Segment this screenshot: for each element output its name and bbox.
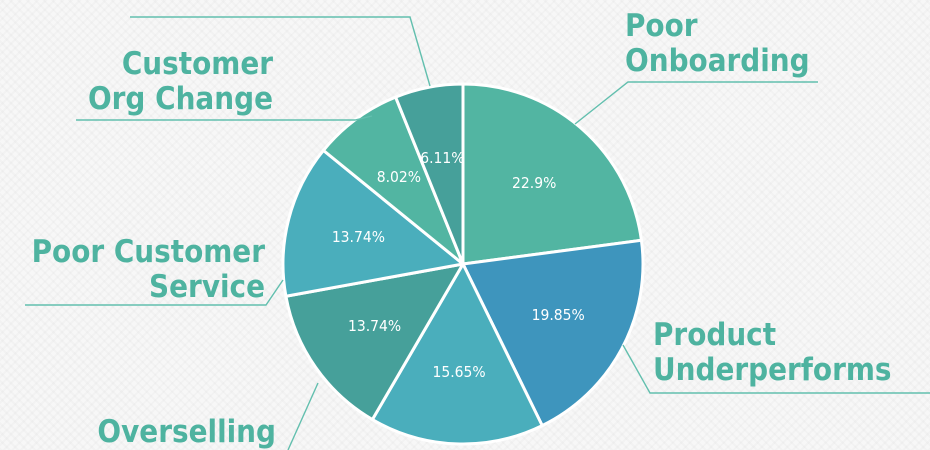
slice-category-label-line: Onboarding bbox=[625, 43, 810, 79]
slice-category-label-line: Underperforms bbox=[653, 352, 892, 388]
pie-slice bbox=[394, 82, 465, 266]
leader-line bbox=[287, 382, 319, 450]
slice-value-label: 19.85% bbox=[532, 306, 585, 324]
slice-category-label-line: Poor bbox=[625, 8, 698, 44]
pie-slices bbox=[281, 82, 645, 446]
slice-category-label-line: Org Change bbox=[88, 81, 273, 117]
pie-slice bbox=[281, 148, 465, 298]
slice-category-label-line: Overselling bbox=[97, 414, 276, 450]
leader-line bbox=[130, 16, 431, 87]
slice-category-label: Overselling bbox=[97, 414, 276, 450]
pie-slice bbox=[461, 238, 645, 428]
slice-category-label-line: Poor Customer bbox=[32, 234, 266, 270]
leader-line bbox=[574, 81, 818, 125]
slice-category-label: Poor Onboarding bbox=[625, 8, 810, 79]
pie-value-labels: 22.9% 19.85% 15.65% 13.74% 13.74% 8.02%6.11% bbox=[332, 149, 585, 381]
leader-line bbox=[76, 115, 373, 121]
slice-category-label: Product Underperforms bbox=[653, 317, 892, 388]
slice-category-label-line: Customer bbox=[122, 46, 273, 82]
slice-value-label: 6.11% bbox=[420, 149, 464, 167]
slice-value-label: 13.74% bbox=[332, 228, 385, 246]
pie-slice bbox=[461, 82, 643, 266]
slice-value-label: 22.9% bbox=[512, 174, 556, 192]
slice-category-label: Customer Org Change bbox=[88, 46, 273, 117]
leader-line bbox=[622, 344, 930, 394]
leader-line bbox=[25, 279, 284, 306]
slice-value-label: 13.74% bbox=[348, 317, 401, 335]
slice-category-label-line: Product bbox=[653, 317, 776, 353]
slice-category-label-line: Service bbox=[149, 269, 265, 305]
slice-value-label: 15.65% bbox=[433, 363, 486, 381]
category-labels: Poor Onboarding Product Underperforms Overse… bbox=[32, 8, 892, 450]
slice-category-label: Poor Customer Service bbox=[32, 234, 266, 305]
pie-slice bbox=[284, 262, 465, 422]
slice-value-label: 8.02% bbox=[377, 168, 421, 186]
pie-slice bbox=[370, 262, 544, 446]
leader-lines bbox=[25, 16, 930, 450]
